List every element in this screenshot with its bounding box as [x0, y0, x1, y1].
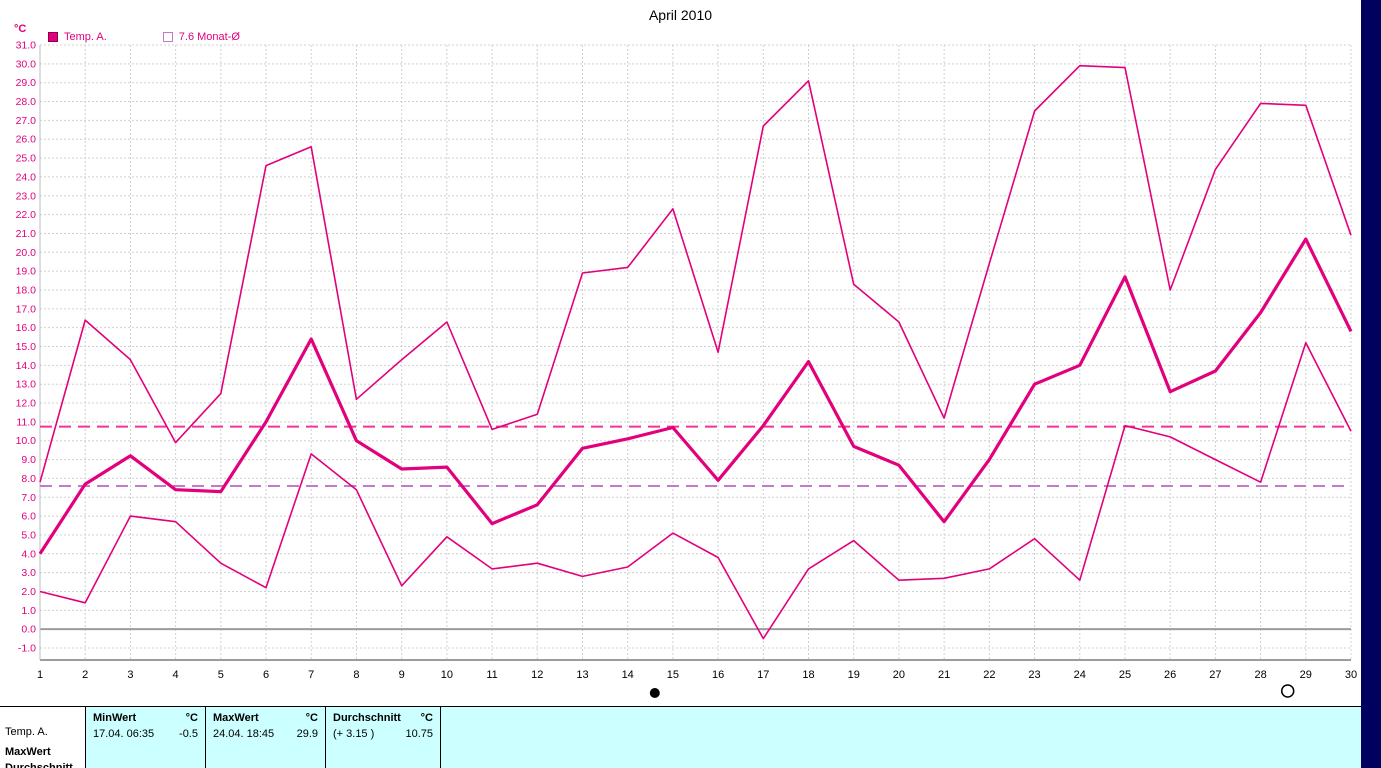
svg-text:0.0: 0.0 — [21, 624, 36, 636]
svg-text:25.0: 25.0 — [16, 153, 37, 165]
stat-cell-durchschnitt: Durchschnitt °C (+ 3.15 ) 10.75 — [325, 707, 441, 768]
svg-text:14: 14 — [622, 669, 634, 681]
legend-swatch-monat-avg — [162, 32, 173, 42]
legend: Temp. A. 7.6 Monat-Ø — [48, 31, 240, 43]
svg-text:21.0: 21.0 — [16, 228, 37, 240]
svg-text:18: 18 — [802, 669, 814, 681]
svg-text:3.0: 3.0 — [21, 567, 36, 579]
stat-cell-minwert: MinWert °C 17.04. 06:35 -0.5 — [85, 707, 205, 768]
minwert-header: MinWert — [93, 712, 137, 724]
svg-text:5.0: 5.0 — [21, 529, 36, 541]
svg-text:9: 9 — [399, 669, 405, 681]
y-axis-unit-label: °C — [14, 23, 27, 35]
svg-text:11.0: 11.0 — [16, 416, 36, 428]
svg-text:17.0: 17.0 — [16, 303, 37, 315]
svg-text:27: 27 — [1209, 669, 1221, 681]
svg-text:21: 21 — [938, 669, 950, 681]
svg-text:3: 3 — [127, 669, 133, 681]
minwert-unit: °C — [185, 712, 198, 724]
svg-text:8: 8 — [353, 669, 359, 681]
svg-text:25: 25 — [1119, 669, 1131, 681]
svg-text:15: 15 — [667, 669, 679, 681]
svg-text:16.0: 16.0 — [16, 322, 37, 334]
row-label-temp-a: Temp. A. — [5, 726, 48, 738]
durchschnitt-value: 10.75 — [405, 728, 433, 740]
row-label-durchschnitt: Durchschnitt — [5, 762, 73, 768]
svg-text:26.0: 26.0 — [16, 134, 37, 146]
svg-text:4.0: 4.0 — [21, 548, 36, 560]
svg-text:2: 2 — [82, 669, 88, 681]
chart-title: April 2010 — [648, 7, 713, 23]
svg-text:27.0: 27.0 — [16, 115, 37, 127]
svg-text:7.0: 7.0 — [21, 492, 36, 504]
temperature-line-plot: -1.00.01.02.03.04.05.06.07.08.09.010.011… — [16, 40, 1357, 698]
svg-text:13.0: 13.0 — [16, 379, 37, 391]
svg-text:1: 1 — [37, 669, 43, 681]
svg-text:16: 16 — [712, 669, 724, 681]
svg-text:13: 13 — [576, 669, 588, 681]
svg-text:30: 30 — [1345, 669, 1357, 681]
durchschnitt-header: Durchschnitt — [333, 712, 401, 724]
chart-panel: April 2010 °C Temp. A. 7.6 Monat-Ø -1.0 0… — [0, 0, 1361, 706]
legend-label-temp-a: Temp. A. — [64, 31, 107, 43]
svg-text:19: 19 — [848, 669, 860, 681]
svg-text:1.0: 1.0 — [21, 605, 36, 617]
svg-text:6: 6 — [263, 669, 269, 681]
svg-text:14.0: 14.0 — [16, 360, 37, 372]
svg-text:7: 7 — [308, 669, 314, 681]
svg-text:29: 29 — [1300, 669, 1312, 681]
maxwert-unit: °C — [305, 712, 318, 724]
svg-text:6.0: 6.0 — [21, 511, 36, 523]
svg-text:31.0: 31.0 — [16, 40, 37, 52]
durchschnitt-unit: °C — [420, 712, 433, 724]
svg-text:24: 24 — [1074, 669, 1086, 681]
svg-text:17: 17 — [757, 669, 769, 681]
svg-text:5: 5 — [218, 669, 224, 681]
svg-text:2.0: 2.0 — [21, 586, 36, 598]
svg-text:11: 11 — [486, 669, 497, 681]
svg-text:9.0: 9.0 — [21, 454, 36, 466]
svg-text:28.0: 28.0 — [16, 96, 37, 108]
svg-text:15.0: 15.0 — [16, 341, 37, 353]
svg-text:20.0: 20.0 — [16, 247, 37, 259]
minwert-datetime: 17.04. 06:35 — [93, 728, 155, 740]
stat-cell-maxwert: MaxWert °C 24.04. 18:45 29.9 — [205, 707, 325, 768]
svg-text:26: 26 — [1164, 669, 1176, 681]
svg-text:4: 4 — [173, 669, 179, 681]
maxwert-datetime: 24.04. 18:45 — [213, 728, 275, 740]
svg-text:28: 28 — [1254, 669, 1266, 681]
new-moon-marker — [649, 688, 660, 698]
row-label-maxwert: MaxWert — [5, 746, 51, 758]
svg-text:22.0: 22.0 — [16, 209, 37, 221]
svg-text:30.0: 30.0 — [16, 58, 37, 70]
svg-text:29.0: 29.0 — [16, 77, 37, 89]
svg-text:19.0: 19.0 — [16, 266, 37, 278]
svg-text:23.0: 23.0 — [16, 190, 37, 202]
svg-text:-1.0: -1.0 — [18, 643, 36, 655]
legend-label-monat-avg: 7.6 Monat-Ø — [178, 31, 240, 43]
svg-text:23: 23 — [1028, 669, 1040, 681]
svg-text:18.0: 18.0 — [16, 284, 37, 296]
stats-table: Temp. A. MaxWert Durchschnitt MinWert °C… — [0, 706, 1361, 768]
svg-text:22: 22 — [983, 669, 995, 681]
full-moon-marker — [1280, 684, 1295, 698]
maxwert-header: MaxWert — [213, 712, 259, 724]
svg-text:12: 12 — [531, 669, 543, 681]
stats-row-labels: Temp. A. MaxWert Durchschnitt — [0, 707, 85, 768]
durchschnitt-offset: (+ 3.15 ) — [333, 728, 375, 740]
maxwert-value: 29.9 — [296, 728, 318, 740]
svg-text:24.0: 24.0 — [16, 171, 37, 183]
svg-text:8.0: 8.0 — [21, 473, 36, 485]
svg-text:20: 20 — [893, 669, 905, 681]
svg-text:10: 10 — [441, 669, 453, 681]
svg-text:10.0: 10.0 — [16, 435, 37, 447]
svg-text:12.0: 12.0 — [16, 398, 37, 410]
minwert-value: -0.5 — [179, 728, 198, 740]
legend-swatch-temp-a — [48, 32, 58, 42]
